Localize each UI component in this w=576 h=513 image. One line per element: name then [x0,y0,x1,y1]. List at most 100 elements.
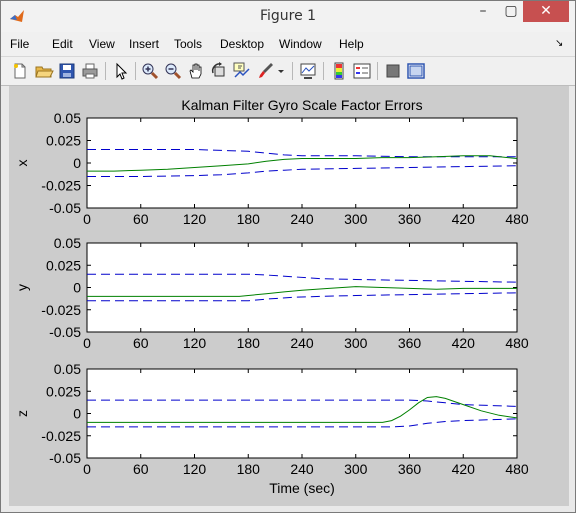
menu-bar: File Edit View Insert Tools Desktop Wind… [1,32,575,57]
x-tick-label: 0 [83,461,91,477]
zoom-out-icon[interactable] [163,61,183,81]
x-tick-label: 300 [344,461,368,477]
window-title: Figure 1 [259,8,317,24]
x-tick-label: 0 [83,211,91,227]
figure-canvas: 0 60 120 180 240 300 360 420 480 0.05 0.025 0 -0.025… [9,86,569,506]
y-tick-label: -0.025 [41,178,81,194]
x-tick-label: 60 [133,335,149,351]
y-axis-label: x [14,160,30,167]
x-tick-label: 420 [452,335,476,351]
y-tick-label: -0.05 [49,200,81,216]
menu-tools[interactable]: Tools [174,37,203,51]
plot-area [86,242,518,333]
y-tick-label: 0 [73,406,81,422]
y-axis-label: z [14,410,30,417]
show-plot-tools-icon[interactable] [406,61,426,81]
rotate-3d-icon[interactable] [209,61,229,81]
x-tick-label: 180 [237,461,261,477]
chart-title: Kalman Filter Gyro Scale Factor Errors [181,97,422,113]
y-tick-label: -0.025 [41,302,81,318]
toolbar-separator [135,62,136,80]
subplot-1: 0 60 120 180 240 300 360 420 480 0.05 0.025 0 -0.025… [14,97,529,227]
minimize-button[interactable]: – [479,3,487,19]
x-tick-label: 300 [344,335,368,351]
y-tick-label: -0.05 [49,450,81,466]
menu-insert[interactable]: Insert [129,37,160,51]
y-tick-label: -0.05 [49,324,81,340]
bound-line [87,273,518,283]
x-tick-label: 60 [133,211,149,227]
close-button[interactable]: ✕ [523,1,569,22]
brush-icon[interactable] [256,61,276,81]
matlab-icon [10,10,24,22]
bound-line [87,149,517,158]
new-figure-icon[interactable] [10,61,30,81]
menu-help[interactable]: Help [339,37,364,51]
x-tick-label: 360 [398,461,422,477]
link-plot-icon[interactable] [298,61,318,81]
x-tick-label: 120 [183,211,207,227]
y-tick-label: 0.025 [46,257,81,273]
estimate-line [87,155,518,172]
x-tick-label: 480 [505,211,529,227]
plot-area [86,368,518,459]
brush-dropdown-icon[interactable] [276,61,286,81]
x-tick-label: 300 [344,211,368,227]
x-tick-label: 360 [398,335,422,351]
print-icon[interactable] [80,61,100,81]
subplot-2: 0 60 120 180 240 300 360 420 480 0.05 0.025 0 -0.025… [14,235,529,351]
title-bar[interactable]: Figure 1 – ▢ ✕ [1,1,575,32]
pointer-icon[interactable] [111,61,131,81]
menu-view[interactable]: View [89,37,115,51]
x-tick-label: 240 [290,335,314,351]
y-tick-label: 0.05 [54,235,81,251]
y-tick-label: -0.025 [41,428,81,444]
bound-line [87,292,518,302]
toolbar-separator [292,62,293,80]
estimate-line [87,286,517,297]
estimate-line [87,396,518,423]
subplot-figure: 0 60 120 180 240 300 360 420 480 0.05 0.025 0 -0.025… [14,97,529,496]
x-tick-label: 480 [505,335,529,351]
x-tick-label: 420 [452,461,476,477]
toolbar [1,57,575,86]
data-cursor-icon[interactable] [232,61,252,81]
x-tick-label: 120 [183,335,207,351]
subplot-3: 0 60 120 180 240 300 360 420 480 0.05 0.025 0 -0.025… [14,361,529,496]
y-tick-label: 0 [73,155,81,171]
menu-edit[interactable]: Edit [52,37,73,51]
hide-plot-tools-icon[interactable] [383,61,403,81]
x-tick-label: 180 [237,335,261,351]
toolbar-separator [323,62,324,80]
x-tick-label: 120 [183,461,207,477]
y-axis-label: y [14,284,30,291]
x-tick-label: 60 [133,461,149,477]
x-tick-label: 240 [290,211,314,227]
x-tick-label: 480 [505,461,529,477]
legend-icon[interactable] [352,61,372,81]
x-tick-label: 240 [290,461,314,477]
y-tick-label: 0.025 [46,133,81,149]
dock-arrow-icon[interactable]: ↘ [555,38,564,49]
y-tick-label: 0 [73,280,81,296]
pan-icon[interactable] [186,61,206,81]
x-axis-label: Time (sec) [269,480,335,496]
open-file-icon[interactable] [34,61,54,81]
bound-line [87,165,518,177]
colorbar-icon[interactable] [329,61,349,81]
save-icon[interactable] [57,61,77,81]
menu-file[interactable]: File [10,37,30,51]
y-tick-label: 0.05 [54,361,81,377]
menu-desktop[interactable]: Desktop [220,37,265,51]
zoom-in-icon[interactable] [140,61,160,81]
x-tick-label: 420 [452,211,476,227]
y-tick-label: 0.05 [54,110,81,126]
plot-area [86,117,518,209]
menu-window[interactable]: Window [279,37,322,51]
x-tick-label: 180 [237,211,261,227]
y-tick-label: 0.025 [46,383,81,399]
toolbar-separator [377,62,378,80]
x-tick-label: 360 [398,211,422,227]
maximize-button[interactable]: ▢ [504,3,518,19]
